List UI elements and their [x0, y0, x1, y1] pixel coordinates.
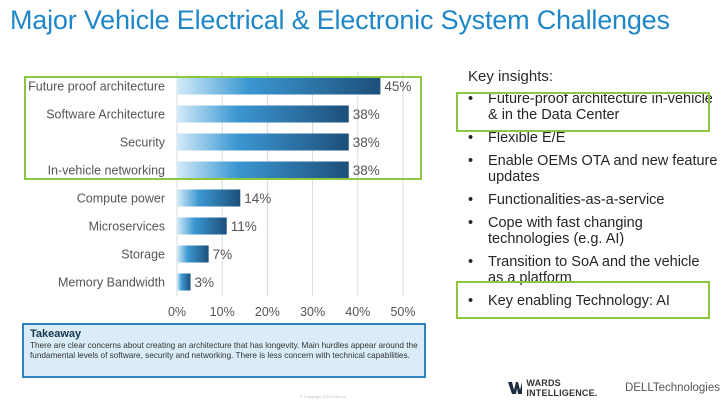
x-tick-label: 10% — [210, 305, 235, 319]
bar — [177, 105, 349, 123]
category-label: In-vehicle networking — [48, 164, 165, 178]
bar — [177, 189, 241, 207]
wards-label: WARDS INTELLIGENCE. — [526, 378, 598, 398]
page-title: Major Vehicle Electrical & Electronic Sy… — [10, 5, 670, 35]
footer-logos: WARDS INTELLIGENCE. DELLTechnologies — [508, 378, 720, 398]
bars — [177, 77, 381, 291]
insight-text: Functionalities-as-a-service — [488, 192, 665, 208]
insight-highlight-box-2 — [456, 281, 710, 319]
value-label: 14% — [244, 191, 271, 206]
value-label: 11% — [231, 219, 257, 234]
x-tick-label: 50% — [390, 305, 415, 319]
bar — [177, 161, 349, 179]
bullet-icon: • — [468, 130, 474, 146]
insight-item: • Flexible E/E — [456, 130, 718, 146]
takeaway-box: Takeaway There are clear concerns about … — [22, 323, 426, 378]
insights-title: Key insights: — [468, 68, 554, 85]
bullet-icon: • — [468, 153, 474, 169]
key-insights: Key insights: • Future-proof architecture… — [456, 68, 718, 316]
category-label: Storage — [121, 248, 165, 262]
dell-logo: DELLTechnologies — [624, 382, 720, 394]
value-label: 7% — [213, 247, 233, 262]
takeaway-text: There are clear concerns about creating … — [30, 341, 418, 360]
category-label: Software Architecture — [46, 108, 165, 122]
insight-item: • Functionalities-as-a-service — [456, 192, 718, 208]
insight-text: Key enabling Technology: AI — [488, 293, 670, 309]
bar — [177, 217, 227, 235]
bar — [177, 133, 349, 151]
x-tick-label: 20% — [255, 305, 280, 319]
insight-highlight-box-1 — [456, 92, 710, 132]
x-tick-label: 30% — [300, 305, 325, 319]
value-label: 45% — [384, 79, 411, 94]
bullet-icon: • — [468, 254, 474, 270]
category-label: Future proof architecture — [28, 80, 165, 94]
value-label: 3% — [195, 275, 215, 290]
labels: 0% 10% 20% 30% 40% 50% Future proof architectu… — [28, 79, 415, 319]
takeaway-title: Takeaway — [30, 328, 82, 340]
wards-logo: WARDS INTELLIGENCE. — [508, 378, 613, 398]
insight-item: • Key enabling Technology: AI — [456, 293, 718, 309]
value-label: 38% — [353, 107, 380, 122]
bullet-icon: • — [468, 215, 474, 231]
x-tick-label: 0% — [168, 305, 186, 319]
bullet-icon: • — [468, 293, 474, 309]
value-label: 38% — [353, 135, 380, 150]
bar — [177, 77, 381, 95]
bullet-icon: • — [468, 91, 474, 107]
insight-item: • Enable OEMs OTA and new feature updates — [456, 153, 718, 185]
insight-text: Future-proof architecture in-vehicle & i… — [488, 91, 713, 123]
wards-mark-icon — [508, 382, 523, 394]
insight-item: • Future-proof architecture in-vehicle & … — [456, 91, 718, 123]
insight-text: Enable OEMs OTA and new feature updates — [488, 153, 718, 185]
chart-highlight-box — [24, 76, 422, 180]
insight-text: Flexible E/E — [488, 130, 566, 146]
insight-item: • Cope with fast changing technologies (e… — [456, 215, 718, 247]
value-label: 38% — [353, 163, 380, 178]
bar — [177, 273, 191, 291]
bullet-icon: • — [468, 192, 474, 208]
insights-list: • Future-proof architecture in-vehicle & … — [456, 91, 718, 309]
bar-chart: 0% 10% 20% 30% 40% 50% Future proof architectu… — [28, 72, 416, 319]
fine-print: © Copyright 2019 Dell Inc. — [300, 394, 347, 399]
bar — [177, 245, 209, 263]
insight-text: Cope with fast changing technologies (e.… — [488, 215, 643, 247]
category-label: Compute power — [77, 192, 165, 206]
x-tick-label: 40% — [345, 305, 370, 319]
category-label: Microservices — [89, 220, 165, 234]
category-label: Security — [120, 136, 166, 150]
category-label: Memory Bandwidth — [58, 276, 165, 290]
